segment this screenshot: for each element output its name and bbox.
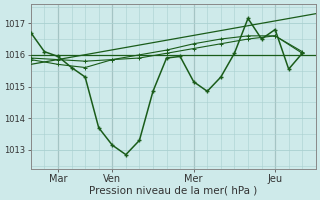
X-axis label: Pression niveau de la mer( hPa ): Pression niveau de la mer( hPa ) [89,186,258,196]
